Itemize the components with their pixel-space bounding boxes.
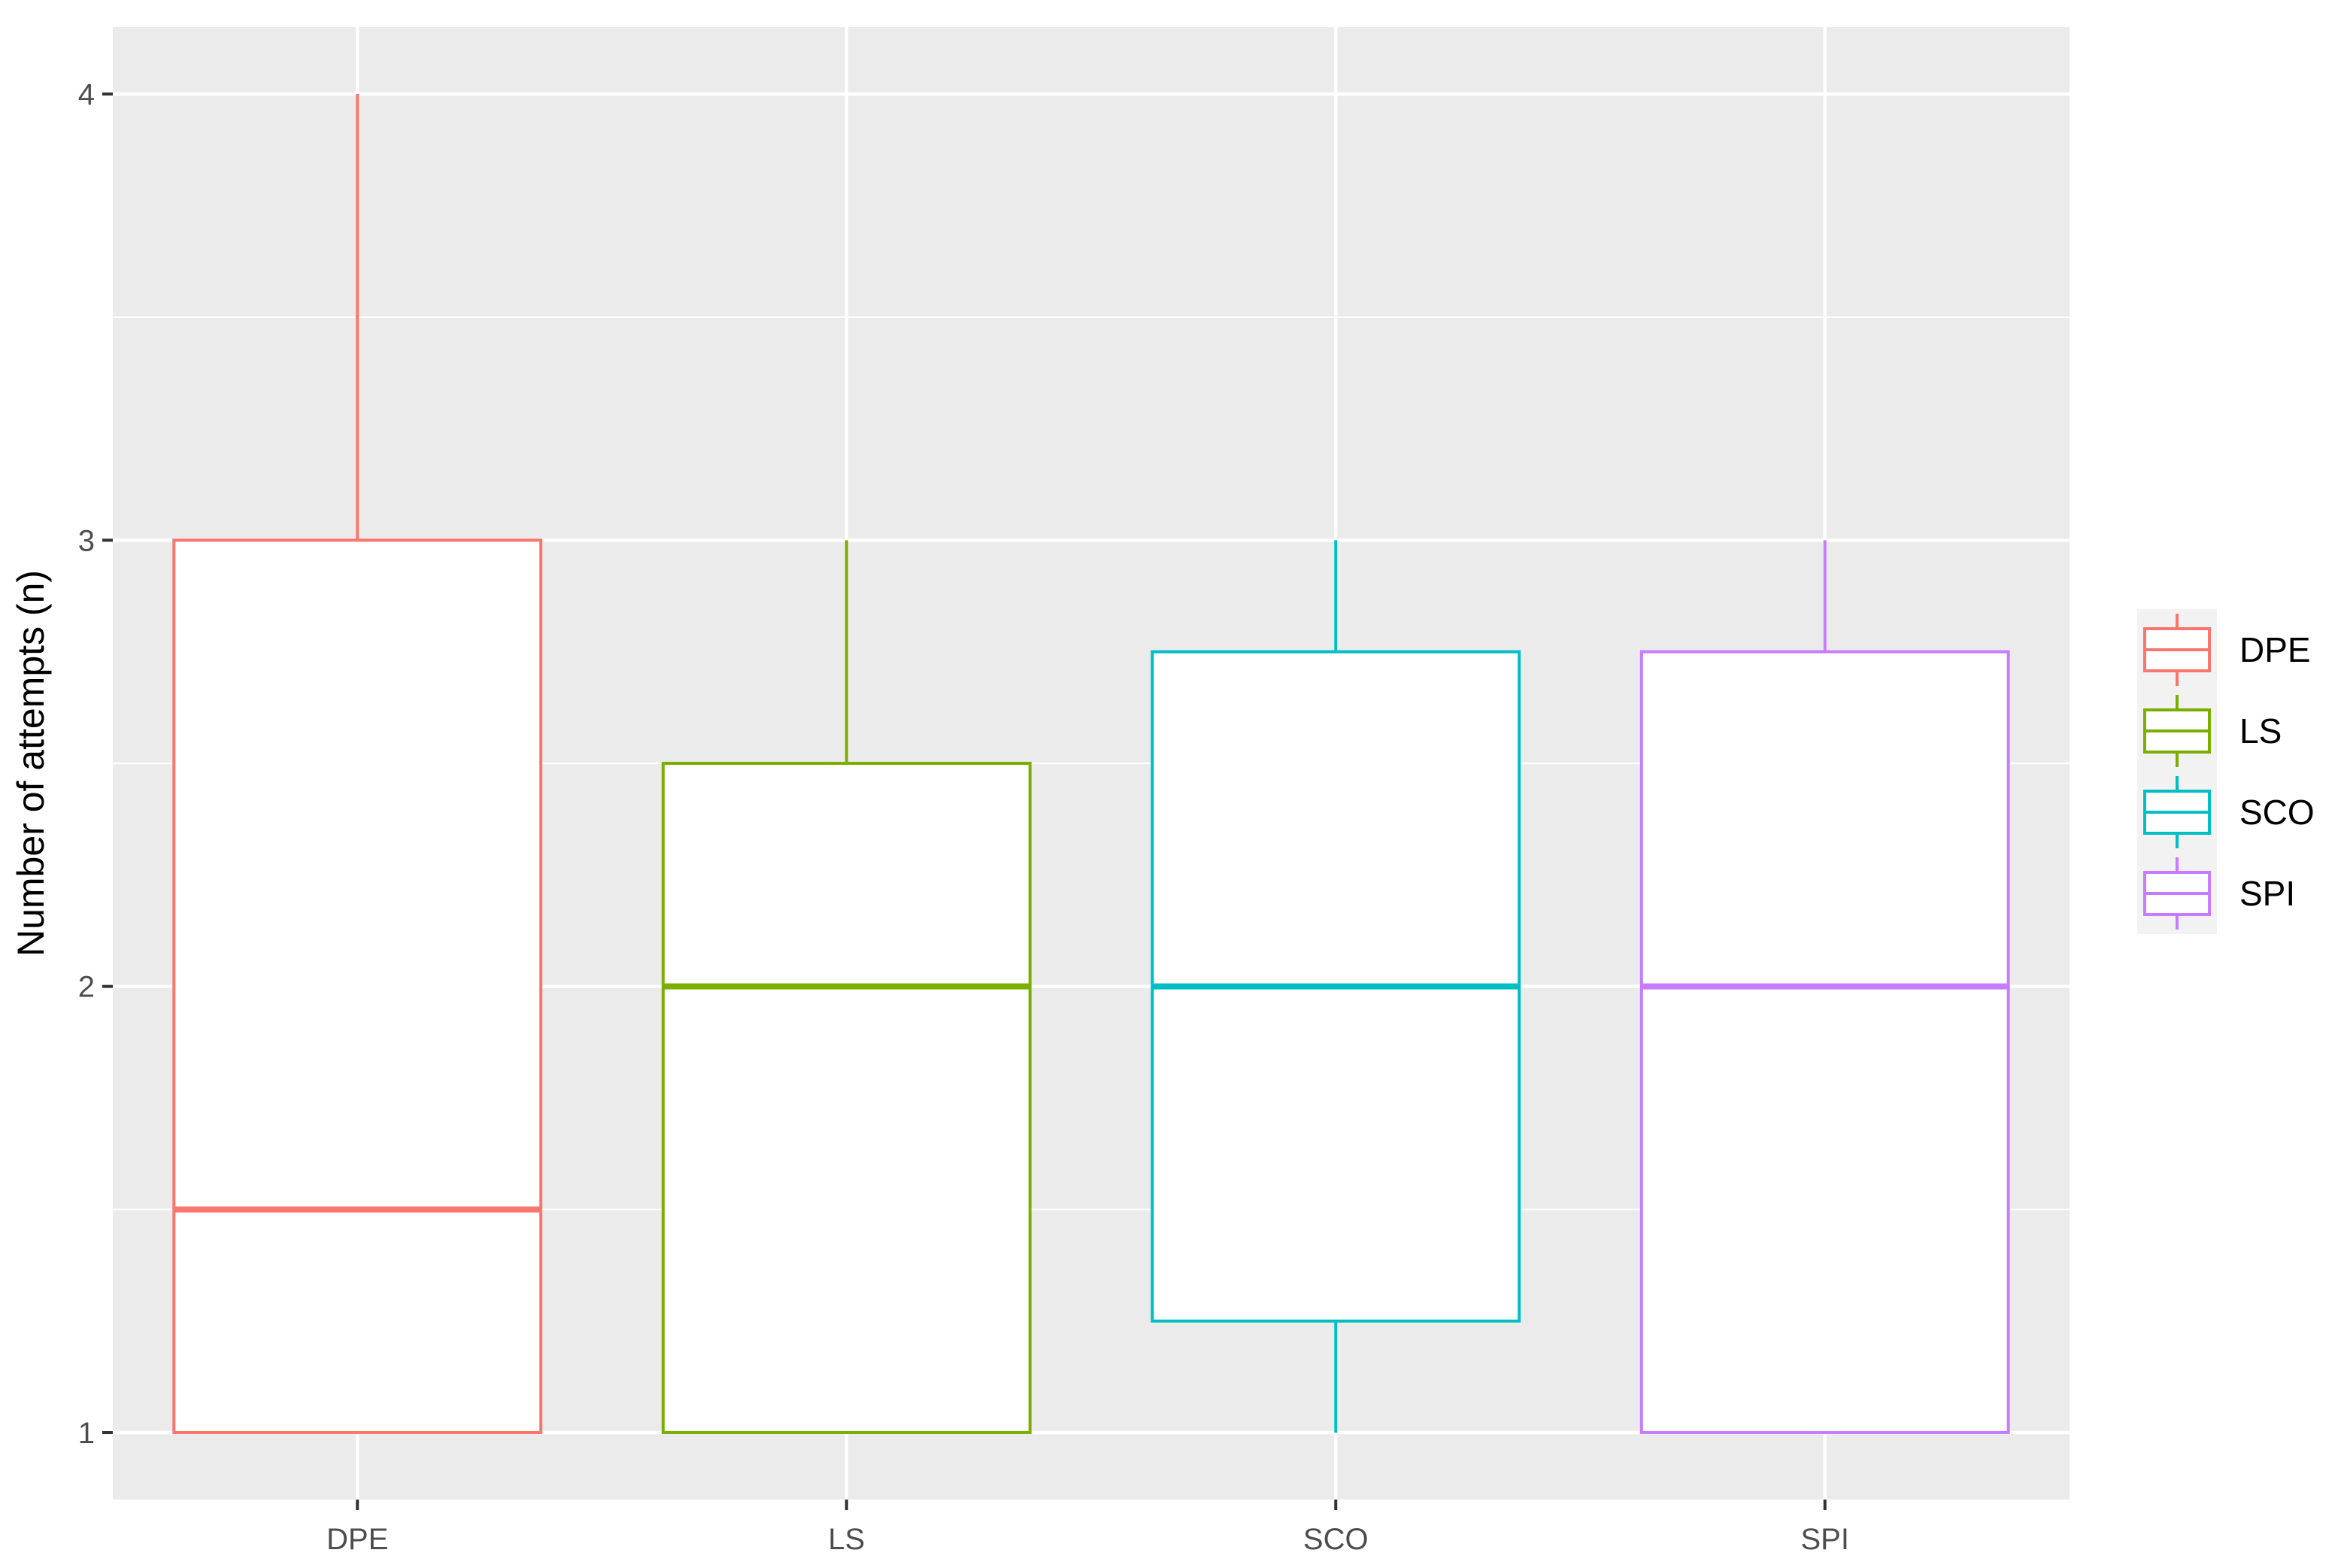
legend-item-sco: SCO: [2143, 776, 2315, 848]
box-dpe: [172, 94, 543, 1434]
y-axis: 1 2 3 4: [78, 78, 113, 1450]
box-sco: [1151, 540, 1521, 1433]
y-axis-label: Number of attempts (n): [10, 570, 52, 957]
legend-label: SPI: [2239, 874, 2295, 913]
iqr-box: [661, 762, 1032, 1434]
x-tick-label: SCO: [1303, 1523, 1369, 1556]
y-tick-label: 4: [78, 78, 95, 111]
legend-item-dpe: DPE: [2143, 614, 2311, 686]
legend-item-spi: SPI: [2143, 857, 2295, 930]
box-spi: [1639, 540, 2010, 1435]
y-tick-label: 3: [78, 524, 95, 557]
x-tick-label: LS: [828, 1523, 865, 1556]
box-ls: [661, 540, 1032, 1434]
legend-label: SCO: [2239, 793, 2315, 832]
legend: DPE LS SCO SPI: [2137, 609, 2315, 934]
legend-label: DPE: [2239, 630, 2311, 669]
y-tick-label: 1: [78, 1417, 95, 1450]
x-axis: DPE LS SCO SPI: [326, 1500, 1849, 1556]
x-tick-label: DPE: [326, 1523, 388, 1556]
iqr-box: [1639, 650, 2010, 1435]
x-tick-label: SPI: [1801, 1523, 1849, 1556]
boxes: [172, 94, 2010, 1435]
legend-item-ls: LS: [2143, 695, 2282, 767]
iqr-box: [172, 538, 543, 1434]
legend-label: LS: [2239, 711, 2282, 751]
y-tick-label: 2: [78, 971, 95, 1004]
